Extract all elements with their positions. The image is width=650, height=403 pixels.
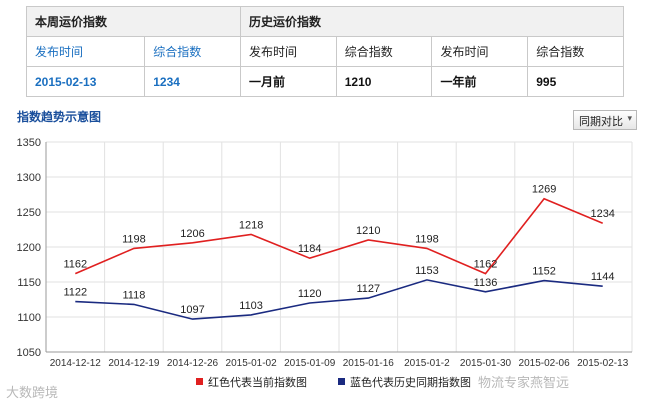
data-label: 1103 xyxy=(239,300,263,312)
data-label: 1097 xyxy=(180,304,204,316)
data-label: 1206 xyxy=(180,228,204,240)
data-label: 1118 xyxy=(122,289,145,301)
x-tick-label: 2015-01-02 xyxy=(226,358,278,369)
history-year-period: 一年前 xyxy=(431,66,529,97)
data-label: 1162 xyxy=(63,259,87,271)
data-label: 1198 xyxy=(415,233,439,245)
current-index-header: 综合指数 xyxy=(144,36,241,67)
watermark-left: 大数跨境 xyxy=(6,385,59,400)
history-month-time-header: 发布时间 xyxy=(239,36,337,67)
chevron-down-icon: ▾ xyxy=(627,113,632,123)
data-label: 1218 xyxy=(239,219,263,231)
y-tick-label: 1350 xyxy=(17,137,41,149)
history-year-index-header: 综合指数 xyxy=(527,36,624,67)
watermark-right: 物流专家燕智远 xyxy=(478,375,570,390)
y-tick-label: 1150 xyxy=(17,277,41,289)
legend-swatch xyxy=(338,378,345,385)
legend-label: 红色代表当前指数图 xyxy=(208,375,307,389)
current-publish-date: 2015-02-13 xyxy=(25,66,146,97)
legend-swatch xyxy=(196,378,203,385)
history-month-period: 一月前 xyxy=(239,66,337,97)
period-compare-label: 同期对比 xyxy=(579,116,623,128)
data-label: 1269 xyxy=(532,184,556,196)
data-label: 1152 xyxy=(532,266,556,278)
x-tick-label: 2015-01-09 xyxy=(284,358,336,369)
trend-chart-title: 指数趋势示意图 xyxy=(17,110,102,124)
x-tick-label: 2015-01-30 xyxy=(460,358,512,369)
data-label: 1153 xyxy=(415,265,439,277)
data-label: 1234 xyxy=(590,208,614,220)
x-tick-label: 2015-01-2 xyxy=(404,358,450,369)
data-label: 1198 xyxy=(122,233,146,245)
y-tick-label: 1100 xyxy=(17,312,41,324)
period-compare-dropdown[interactable]: 同期对比 ▾ xyxy=(573,110,637,130)
y-tick-label: 1200 xyxy=(17,242,41,254)
y-tick-label: 1300 xyxy=(17,172,41,184)
current-publish-time-header: 发布时间 xyxy=(25,36,146,67)
data-label: 1144 xyxy=(591,271,615,283)
legend-label: 蓝色代表历史同期指数图 xyxy=(350,375,471,389)
x-tick-label: 2014-12-26 xyxy=(167,358,219,369)
trend-line-chart: 1050 1100 1150 1200 1250 1300 1350 2014-12-12 20… xyxy=(17,137,633,389)
series-line xyxy=(74,197,604,275)
x-tick-label: 2015-02-06 xyxy=(519,358,571,369)
history-year-value: 995 xyxy=(527,66,624,97)
data-label: 1136 xyxy=(474,277,498,289)
data-label: 1162 xyxy=(474,259,498,271)
y-tick-label: 1250 xyxy=(17,207,41,219)
history-month-value: 1210 xyxy=(335,66,433,97)
x-tick-label: 2015-01-16 xyxy=(343,358,395,369)
current-index-value: 1234 xyxy=(144,66,241,97)
x-tick-label: 2014-12-12 xyxy=(50,358,102,369)
history-index-title: 历史运价指数 xyxy=(239,6,625,37)
data-label: 1120 xyxy=(298,288,322,300)
data-label: 1184 xyxy=(298,243,322,255)
history-month-index-header: 综合指数 xyxy=(335,36,433,67)
history-year-time-header: 发布时间 xyxy=(431,36,529,67)
index-table: 本周运价指数 历史运价指数 发布时间 综合指数 发布时间 综合指数 发布时间 综… xyxy=(25,6,625,97)
current-index-title: 本周运价指数 xyxy=(26,6,241,37)
x-tick-label: 2015-02-13 xyxy=(577,358,629,369)
series-line xyxy=(75,279,603,320)
data-label: 1127 xyxy=(356,283,380,295)
data-label: 1210 xyxy=(356,225,380,237)
x-tick-label: 2014-12-19 xyxy=(108,358,160,369)
y-tick-label: 1050 xyxy=(17,347,41,359)
data-label: 1122 xyxy=(63,287,87,299)
